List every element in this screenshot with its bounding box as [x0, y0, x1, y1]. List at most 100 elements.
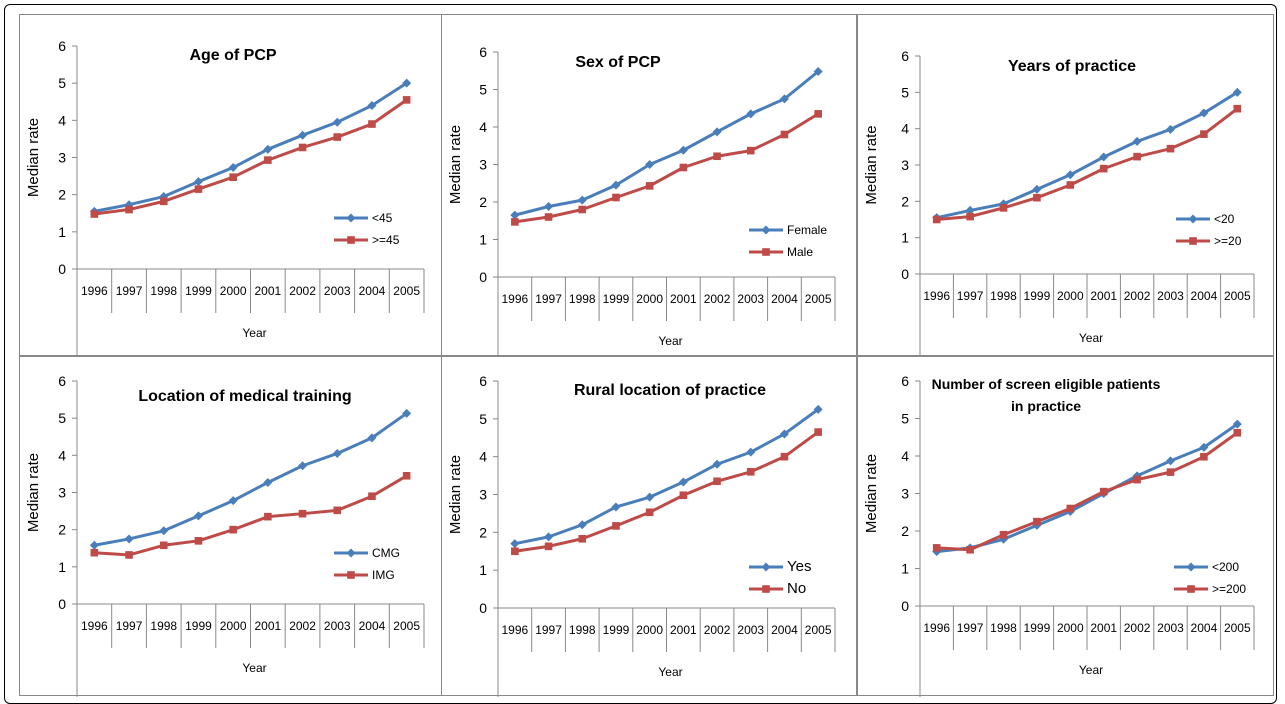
legend-label: IMG	[372, 568, 395, 582]
y-tick-label: 4	[901, 121, 909, 137]
chart-panel: Years of practice 0 1 2 3 4 5 6 Median rate 1996 1…	[857, 14, 1274, 357]
legend-marker	[347, 571, 355, 579]
y-axis-label: Median rate	[863, 125, 880, 204]
x-tick-label: 1996	[923, 621, 950, 635]
y-tick-label: 2	[479, 524, 487, 540]
chart-title: Location of medical training	[138, 388, 351, 405]
y-tick-label: 4	[479, 449, 487, 465]
data-point	[1232, 419, 1242, 429]
y-tick-label: 5	[901, 411, 909, 427]
y-tick-label: 0	[58, 261, 66, 277]
x-tick-label: 1996	[501, 292, 528, 306]
data-point	[511, 547, 519, 556]
y-tick-label: 2	[58, 187, 66, 203]
data-point	[1133, 475, 1141, 484]
y-axis-label: Median rate	[447, 125, 464, 204]
y-tick-label: 3	[479, 487, 487, 503]
legend-marker	[762, 248, 770, 256]
data-point	[965, 205, 975, 215]
y-tick-label: 0	[901, 598, 909, 614]
y-tick-label: 6	[901, 48, 909, 64]
y-tick-label: 4	[901, 448, 909, 464]
data-point	[1166, 144, 1175, 153]
legend-marker	[347, 236, 355, 244]
data-point	[90, 210, 99, 218]
x-tick-label: 2002	[1124, 621, 1151, 635]
data-point	[966, 545, 974, 554]
data-point	[229, 525, 237, 534]
x-tick-label: 2000	[220, 619, 247, 633]
x-tick-label: 1996	[501, 623, 528, 637]
y-tick-label: 5	[479, 411, 487, 427]
data-point	[999, 530, 1008, 539]
series-line	[936, 107, 1239, 221]
line-chart: Years of practice 0 1 2 3 4 5 6 Median rate 1996 1…	[863, 48, 1255, 357]
series-line	[936, 422, 1239, 554]
data-point	[263, 144, 273, 154]
legend-label: Yes	[787, 558, 811, 575]
y-tick-label: 3	[479, 157, 487, 173]
x-tick-label: 2004	[359, 619, 386, 633]
y-tick-label: 6	[58, 38, 66, 54]
data-point	[746, 146, 755, 155]
chart-panel: Sex of PCP 0 1 2 3 4 5 6 Median rate 1996 1997 1998…	[441, 14, 857, 357]
legend-marker	[761, 562, 771, 572]
chart-panel: Number of screen eligible patients in pra…	[857, 356, 1274, 697]
legend-label: >=20	[1214, 234, 1242, 248]
chart-panel: Location of medical training 0 1 2 3 4 5 6 Media…	[19, 356, 443, 697]
data-point	[368, 120, 376, 128]
data-point	[612, 522, 620, 530]
y-tick-label: 1	[901, 230, 909, 246]
legend-label: <20	[1214, 212, 1235, 226]
data-point	[333, 133, 342, 141]
legend-marker	[761, 225, 771, 235]
data-point	[1232, 87, 1242, 97]
x-tick-label: 1997	[535, 623, 562, 637]
data-point	[1166, 456, 1175, 466]
data-point	[263, 477, 273, 487]
data-point	[612, 193, 620, 202]
data-point	[1066, 181, 1075, 189]
data-point	[367, 433, 377, 443]
data-point	[228, 163, 238, 173]
data-point	[1166, 124, 1175, 134]
legend-marker	[1188, 214, 1198, 224]
x-tick-label: 2005	[393, 284, 420, 298]
data-point	[679, 491, 688, 500]
y-tick-label: 5	[58, 410, 66, 426]
y-tick-label: 1	[479, 562, 487, 578]
series-line	[94, 474, 408, 557]
x-tick-label: 1998	[569, 623, 596, 637]
data-point	[611, 502, 621, 512]
line-chart: Age of PCP 0 1 2 3 4 5 6 Median rate 1996 1997 1998…	[25, 38, 425, 357]
x-axis-label: Year	[242, 326, 266, 340]
data-point	[159, 197, 168, 206]
data-point	[544, 542, 553, 551]
data-point	[678, 477, 688, 487]
y-tick-label: 1	[901, 561, 909, 577]
data-point	[229, 173, 237, 181]
chart-panel: Rural location of practice 0 1 2 3 4 5 6 Median …	[441, 356, 857, 697]
data-point	[932, 215, 941, 224]
data-point	[194, 185, 203, 193]
y-tick-label: 2	[901, 193, 909, 209]
legend-marker	[1186, 562, 1196, 572]
data-point	[228, 496, 238, 506]
data-point	[713, 477, 721, 486]
legend-label: <45	[372, 211, 393, 225]
x-tick-label: 1999	[603, 292, 630, 306]
y-tick-label: 5	[58, 75, 66, 91]
x-tick-label: 2005	[805, 292, 832, 306]
data-point	[332, 117, 342, 127]
chart-panel: Age of PCP 0 1 2 3 4 5 6 Median rate 1996 1997 1998…	[19, 14, 443, 357]
y-axis-label: Median rate	[25, 453, 42, 532]
x-tick-label: 2001	[254, 284, 281, 298]
data-point	[1066, 504, 1075, 513]
series-line	[514, 112, 819, 224]
data-point	[779, 94, 789, 104]
data-point	[780, 130, 789, 139]
data-point	[1200, 130, 1208, 138]
data-point	[966, 212, 974, 221]
legend-marker	[762, 585, 770, 593]
legend-label: >=200	[1212, 582, 1246, 596]
